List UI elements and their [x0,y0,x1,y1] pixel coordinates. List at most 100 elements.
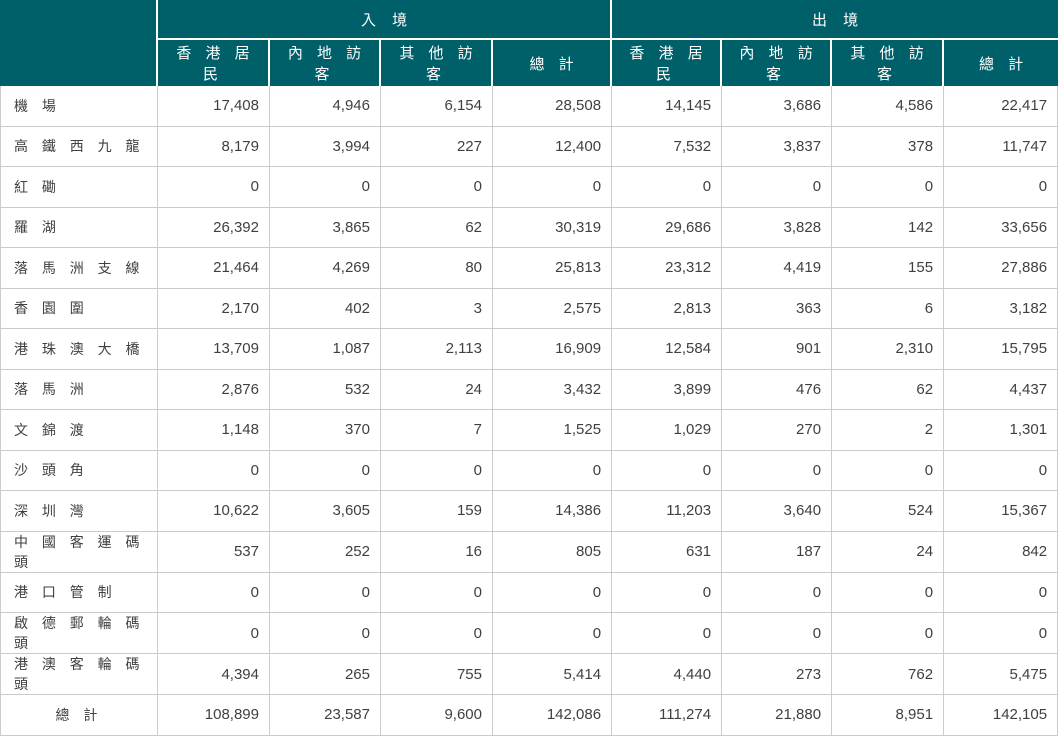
cell-value: 155 [832,248,945,289]
cell-value: 24 [381,369,493,410]
corner-cell [0,0,158,86]
table-row: 港 口 管 制 0 0 0 0 0 0 0 0 [0,572,1058,613]
cell-value: 378 [832,126,945,167]
row-label: 羅 湖 [0,207,158,248]
row-label: 落 馬 洲 支 線 [0,248,158,289]
col-header-departure-hk-residents: 香 港 居 民 [612,40,723,86]
cell-value: 0 [381,572,493,613]
cell-value: 0 [944,167,1058,208]
cell-value: 0 [158,167,270,208]
cell-value: 8,951 [832,695,945,736]
cell-value: 2,310 [832,329,945,370]
cell-value: 0 [832,572,945,613]
row-label: 深 圳 灣 [0,491,158,532]
cell-value: 15,795 [944,329,1058,370]
cell-value: 0 [832,450,945,491]
cell-value: 4,394 [158,654,270,695]
col-header-arrival-other-visitors: 其 他 訪 客 [381,40,493,86]
cell-value: 0 [612,613,723,654]
cell-value: 23,312 [612,248,723,289]
cell-value: 0 [270,613,381,654]
cell-value: 842 [944,531,1058,573]
table-row: 深 圳 灣 10,622 3,605 159 14,386 11,203 3,6… [0,491,1058,532]
cell-value: 12,400 [493,126,613,167]
cell-value: 16 [381,531,493,573]
group-header-departure: 出 境 [612,0,1058,40]
cell-value: 15,367 [944,491,1058,532]
cell-value: 3 [381,288,493,329]
cell-value: 252 [270,531,381,573]
cell-value: 2,876 [158,369,270,410]
cell-value: 4,946 [270,86,381,127]
table-row: 文 錦 渡 1,148 370 7 1,525 1,029 270 2 1,30… [0,410,1058,451]
cell-value: 1,148 [158,410,270,451]
table-row: 港 澳 客 輪 碼 頭 4,394 265 755 5,414 4,440 27… [0,654,1058,695]
cell-value: 11,203 [612,491,723,532]
cell-value: 2,575 [493,288,613,329]
table-row: 落 馬 洲 2,876 532 24 3,432 3,899 476 62 4,… [0,369,1058,410]
group-header-arrival: 入 境 [158,0,613,40]
cell-value: 187 [722,531,833,573]
cell-value: 901 [722,329,833,370]
col-header-departure-mainland-visitors: 內 地 訪 客 [722,40,833,86]
cell-value: 1,525 [493,410,613,451]
cell-value: 0 [832,613,945,654]
cell-value: 16,909 [493,329,613,370]
row-label: 落 馬 洲 [0,369,158,410]
cell-value: 0 [270,572,381,613]
cell-value: 0 [270,167,381,208]
table-row: 沙 頭 角 0 0 0 0 0 0 0 0 [0,450,1058,491]
cell-value: 24 [832,531,945,573]
cell-value: 80 [381,248,493,289]
cell-value: 0 [493,613,613,654]
header-group-row: 入 境 出 境 [0,0,1058,86]
cell-value: 0 [493,167,613,208]
cell-value: 3,432 [493,369,613,410]
cell-value: 7 [381,410,493,451]
cell-value: 21,464 [158,248,270,289]
cell-value: 23,587 [270,695,381,736]
cell-value: 5,414 [493,654,613,695]
row-label: 啟 德 郵 輪 碼 頭 [0,613,158,654]
cell-value: 0 [722,167,833,208]
cell-value: 524 [832,491,945,532]
col-header-arrival-mainland-visitors: 內 地 訪 客 [270,40,381,86]
cell-value: 0 [722,613,833,654]
cell-value: 0 [722,572,833,613]
cell-value: 142,086 [493,695,613,736]
cell-value: 26,392 [158,207,270,248]
row-label: 港 珠 澳 大 橋 [0,329,158,370]
cell-value: 29,686 [612,207,723,248]
table-row: 高 鐵 西 九 龍 8,179 3,994 227 12,400 7,532 3… [0,126,1058,167]
cell-value: 21,880 [722,695,833,736]
cell-value: 402 [270,288,381,329]
row-label: 文 錦 渡 [0,410,158,451]
cell-value: 142 [832,207,945,248]
cell-value: 3,828 [722,207,833,248]
cell-value: 13,709 [158,329,270,370]
cell-value: 805 [493,531,613,573]
cell-value: 0 [944,450,1058,491]
cell-value: 2,113 [381,329,493,370]
cell-value: 17,408 [158,86,270,127]
cell-value: 159 [381,491,493,532]
cell-value: 3,686 [722,86,833,127]
cell-value: 265 [270,654,381,695]
cell-value: 532 [270,369,381,410]
cell-value: 0 [158,572,270,613]
cell-value: 14,386 [493,491,613,532]
cell-value: 6 [832,288,945,329]
table-row: 啟 德 郵 輪 碼 頭 0 0 0 0 0 0 0 0 [0,613,1058,654]
cell-value: 6,154 [381,86,493,127]
cell-value: 0 [270,450,381,491]
row-label: 高 鐵 西 九 龍 [0,126,158,167]
table-row: 機 場 17,408 4,946 6,154 28,508 14,145 3,6… [0,86,1058,127]
row-label: 機 場 [0,86,158,127]
cell-value: 0 [158,450,270,491]
cell-value: 28,508 [493,86,613,127]
cell-value: 22,417 [944,86,1058,127]
cell-value: 537 [158,531,270,573]
cell-value: 0 [381,167,493,208]
col-header-arrival-hk-residents: 香 港 居 民 [158,40,270,86]
